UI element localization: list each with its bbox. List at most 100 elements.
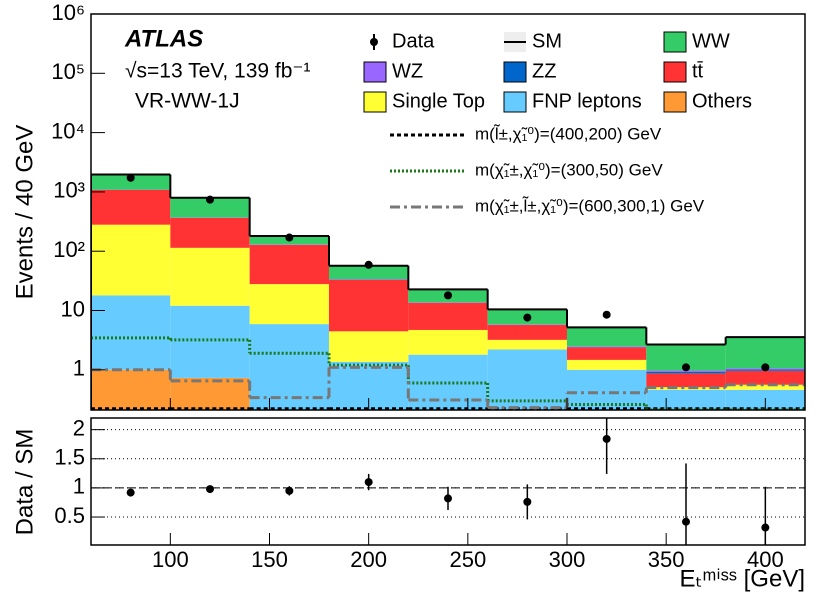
stack-segment — [646, 389, 726, 410]
stack-segment — [567, 369, 647, 410]
stack-segment — [91, 369, 171, 410]
stack-segment — [249, 284, 329, 325]
data-point — [126, 173, 135, 182]
x-tick-label: 300 — [549, 547, 586, 572]
legend-entry: m(l̃±,χ̃₁⁰)=(400,200) GeV — [475, 123, 662, 143]
stack-segment — [91, 224, 171, 296]
y-tick-label: 10⁵ — [51, 59, 85, 84]
legend-entry: Single Top — [392, 90, 485, 112]
ratio-point — [206, 485, 214, 494]
x-axis-label: Eₜᵐⁱˢˢ [GeV] — [680, 565, 805, 592]
ratio-point — [285, 486, 294, 495]
stack-segment — [725, 384, 805, 390]
plot-area — [91, 173, 805, 410]
stack-segment — [170, 247, 250, 306]
stack-segment — [567, 347, 647, 360]
legend-entry: ZZ — [532, 60, 556, 82]
stack-segment — [408, 329, 488, 355]
stack-segment — [487, 349, 567, 410]
y-tick-label: 1 — [73, 474, 85, 499]
ratio-frame — [90, 417, 806, 546]
stack-segment — [91, 189, 171, 225]
ratio-point — [126, 488, 135, 497]
stack-segment — [408, 354, 488, 410]
ratio-point — [602, 434, 611, 443]
ratio-point — [364, 478, 373, 487]
y-tick-label: 1.5 — [54, 445, 85, 470]
y-tick-label: 10² — [53, 237, 85, 262]
stack-segment — [329, 331, 409, 362]
legend-entry: m(χ̃₁±,l̃±,χ̃₁⁰)=(600,300,1) GeV — [475, 195, 705, 215]
ratio-point — [523, 497, 532, 506]
data-point — [364, 260, 373, 269]
legend-swatch — [503, 91, 527, 113]
y-tick-label: 10⁶ — [51, 0, 85, 25]
energy-label: √s=13 TeV, 139 fb⁻¹ — [125, 60, 311, 83]
x-tick-label: 200 — [350, 547, 387, 572]
stack-segment — [170, 217, 250, 248]
legend-swatch — [503, 61, 527, 83]
data-point — [602, 310, 611, 319]
main-frame — [90, 13, 806, 411]
y-tick-label: 10³ — [53, 178, 85, 203]
y-tick-label: 10⁴ — [51, 118, 85, 143]
data-point — [444, 291, 452, 300]
stack-segment — [329, 279, 409, 332]
x-tick-label: 400 — [747, 547, 784, 572]
legend-entry: tt̄ — [692, 60, 704, 82]
stack-segment — [646, 371, 726, 374]
region-label: VR-WW-1J — [135, 90, 240, 113]
y-tick-label: 10 — [61, 296, 85, 321]
stack-segment — [567, 346, 647, 347]
stack-segment — [646, 373, 726, 388]
ratio-point — [682, 517, 690, 526]
ratio-point — [761, 523, 770, 532]
stack-segment — [249, 244, 329, 285]
stack-segment — [249, 324, 329, 410]
y-tick-label: 0.5 — [54, 503, 85, 528]
stack-segment — [170, 305, 250, 378]
legend-swatch — [663, 91, 687, 113]
y-tick-label: 2 — [73, 415, 85, 440]
data-point — [206, 195, 214, 204]
data-point — [523, 313, 532, 322]
stack-segment — [487, 324, 567, 340]
legend-entry: FNP leptons — [532, 90, 642, 112]
stack-segment — [725, 370, 805, 385]
legend-entry: WZ — [392, 60, 423, 82]
y-tick-label: 1 — [73, 356, 85, 381]
y-axis-label: Events / 40 GeV — [11, 125, 38, 300]
legend-entry: Others — [692, 90, 752, 112]
legend-entry: m(χ̃₁±,χ̃₁⁰)=(300,50) GeV — [475, 160, 663, 179]
stack-segment — [567, 346, 647, 348]
legend-swatch — [363, 61, 387, 83]
legend-sm: SM — [532, 30, 562, 52]
legend-swatch — [663, 61, 687, 83]
legend-swatch — [363, 91, 387, 113]
x-tick-label: 150 — [251, 547, 288, 572]
stack-segment — [170, 377, 250, 410]
stack-segment — [91, 174, 171, 190]
ratio-point — [444, 494, 452, 503]
x-tick-label: 350 — [648, 547, 685, 572]
stack-segment — [91, 295, 171, 370]
stack-segment — [408, 302, 488, 330]
data-point — [682, 363, 690, 372]
stack-segment — [329, 265, 409, 280]
legend-data: Data — [392, 30, 435, 52]
legend-swatch — [663, 31, 687, 53]
stack-segment — [725, 337, 805, 369]
stack-segment — [567, 327, 647, 347]
atlas-label: ATLAS — [124, 25, 203, 52]
stack-segment — [487, 339, 567, 350]
stack-segment — [170, 197, 250, 218]
x-tick-label: 100 — [152, 547, 189, 572]
data-point — [285, 233, 294, 242]
ratio-y-axis-label: Data / SM — [11, 429, 38, 536]
stack-segment — [567, 359, 647, 370]
legend-entry: WW — [692, 30, 730, 52]
x-tick-label: 250 — [449, 547, 486, 572]
stack-segment — [646, 387, 726, 390]
data-point — [761, 363, 770, 372]
